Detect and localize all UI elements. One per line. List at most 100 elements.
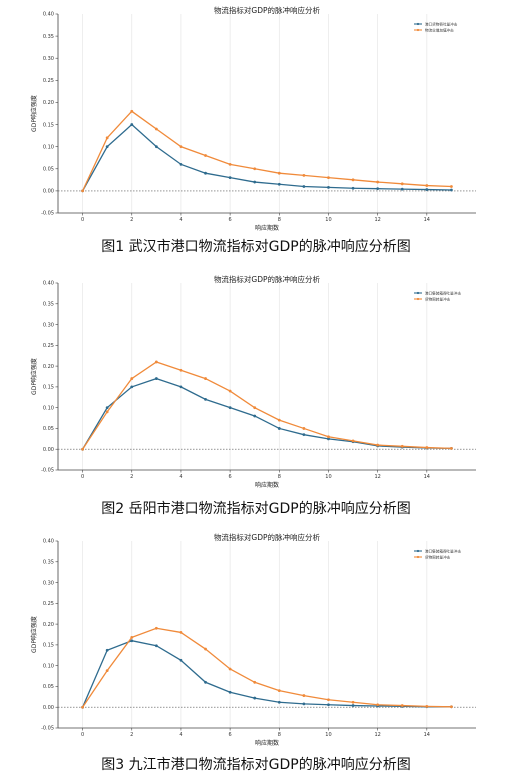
chart-1-xtick-label: 10 bbox=[325, 217, 331, 223]
chart-3-legend-label: 港口集装箱吞吐量冲击 bbox=[425, 548, 461, 553]
chart-2-xtick-label: 14 bbox=[424, 474, 430, 480]
chart-1-series-2-line bbox=[81, 110, 452, 192]
chart-2-ylabel: GDP响应强度 bbox=[30, 358, 38, 395]
chart-1-ytick-label: 0.05 bbox=[43, 166, 54, 172]
chart-3-series-2-point bbox=[302, 694, 306, 697]
chart-2-series-2-point bbox=[327, 435, 330, 439]
chart-2-series-1-line bbox=[82, 377, 452, 450]
chart-3-series-2-point bbox=[327, 698, 330, 702]
chart-3-ytick-label: 0.05 bbox=[43, 684, 54, 690]
chart-1-xtick-label: 4 bbox=[179, 217, 182, 223]
chart-2-legend-marker bbox=[416, 291, 420, 295]
chart-2-ytick-label: 0.05 bbox=[43, 426, 54, 432]
chart-3-series-2-point bbox=[204, 647, 207, 651]
chart-2-series-2-point bbox=[204, 377, 207, 380]
chart-1-ytick-label: 0.30 bbox=[43, 56, 54, 62]
chart-3-legend-marker bbox=[416, 555, 420, 559]
chart-3-series-2-point bbox=[81, 705, 84, 709]
chart-2-series-2-point bbox=[376, 443, 380, 447]
chart-2-series-1-point bbox=[204, 397, 207, 401]
chart-2-xtick-label: 12 bbox=[374, 474, 380, 480]
chart-1-series-2-point bbox=[425, 184, 429, 187]
chart-2-svg: 0 2 4 6 8 10 12 14 -0.05 0.00 0.05 0.10 0.15 0.20 0.25… bbox=[30, 274, 476, 489]
chart-3-series-2-point bbox=[253, 680, 257, 684]
chart-3-svg: 0 2 4 6 8 10 12 14 -0.05 0.00 0.05 0.10 0.15 0.20 0.25… bbox=[30, 532, 476, 747]
chart-2-series-2-line bbox=[82, 361, 452, 450]
chart-3-series-2-point bbox=[154, 626, 158, 630]
chart-1-xtick-label: 6 bbox=[229, 217, 232, 223]
chart-2-series-2-point bbox=[130, 377, 134, 380]
chart-1-series-1-point bbox=[376, 187, 380, 191]
chart-3-ylabel: GDP响应强度 bbox=[30, 616, 38, 653]
chart-1-series-2-point bbox=[179, 145, 183, 149]
chart-2-series-2-point bbox=[253, 406, 257, 410]
chart-2-xtick-label: 6 bbox=[229, 474, 232, 480]
chart-1-series-1-point bbox=[277, 182, 281, 186]
chart-3-series-1-point bbox=[327, 703, 330, 707]
chart-2-series-2-point bbox=[154, 360, 158, 364]
chart-3-ytick-label: 0.40 bbox=[43, 539, 54, 545]
chart-2-ytick-label: 0.35 bbox=[43, 301, 54, 307]
chart-3-series-2-line bbox=[82, 627, 452, 708]
chart-1-series-1-point bbox=[130, 123, 134, 126]
chart-3-series-2-point bbox=[179, 631, 183, 634]
chart-1-ytick-label: 0.15 bbox=[43, 122, 54, 128]
chart-panel-1: 0 2 4 6 8 10 12 14 -0.05 0.00 0.05 0.10 0.15 0.20 0.25… bbox=[0, 0, 512, 262]
chart-2-series-2-point bbox=[351, 439, 355, 443]
chart-panel-2: 0 2 4 6 8 10 12 14 -0.05 0.00 0.05 0.10 0.15 0.20 0.25… bbox=[0, 262, 512, 524]
chart-1-series-1-point bbox=[179, 162, 183, 166]
chart-3-series-2-point bbox=[277, 689, 281, 692]
chart-2-series-1-point bbox=[130, 385, 134, 389]
chart-3-legend-marker bbox=[416, 549, 420, 553]
chart-1-series-2-point bbox=[228, 162, 232, 166]
chart-1-series-1-line bbox=[82, 123, 452, 192]
chart-3-ytick-label: 0.20 bbox=[43, 622, 54, 628]
chart-1-legend-label: 港口货物吞吐量冲击 bbox=[425, 21, 458, 26]
chart-1-legend-marker bbox=[416, 22, 420, 26]
chart-1-ytick-label: 0.25 bbox=[43, 78, 54, 84]
chart-1-series-1-point bbox=[204, 171, 207, 175]
chart-2-series-1-point bbox=[253, 414, 257, 418]
chart-3-series-1-point bbox=[351, 704, 355, 707]
chart-1-ylabel: GDP响应强度 bbox=[30, 95, 38, 132]
chart-1-series-1-point bbox=[425, 188, 429, 191]
chart-1-series-1-point bbox=[105, 145, 109, 149]
chart-3-series-2-point bbox=[376, 703, 380, 707]
chart-3-series-1-line bbox=[81, 640, 452, 708]
chart-1-series-2-point bbox=[154, 127, 158, 131]
chart-1-xtick-label: 0 bbox=[81, 217, 84, 223]
chart-3-xtick-label: 12 bbox=[374, 732, 380, 738]
chart-1-svg: 0 2 4 6 8 10 12 14 -0.05 0.00 0.05 0.10 0.15 0.20 0.25… bbox=[30, 5, 476, 232]
chart-1-xtick-label: 12 bbox=[374, 217, 380, 223]
chart-2-series-2-point bbox=[302, 427, 306, 430]
chart-1-series-2-point bbox=[376, 180, 380, 184]
chart-3-series-1-point bbox=[204, 680, 207, 684]
chart-2-series-2-point bbox=[450, 446, 453, 450]
chart-2-series-1-point bbox=[327, 437, 330, 441]
chart-2-xtick-label: 8 bbox=[278, 474, 281, 480]
chart-1-ytick-label: 0.40 bbox=[43, 12, 54, 18]
chart-1-xlabel: 响应期数 bbox=[255, 224, 279, 232]
chart-3-series-1-point bbox=[302, 702, 306, 706]
chart-1-series-2-point bbox=[204, 154, 207, 157]
chart-2-series-1-point bbox=[154, 377, 158, 380]
chart-1-ytick-label: 0.35 bbox=[43, 34, 54, 40]
chart-1-series-1-point bbox=[450, 188, 453, 192]
chart-3-series-2-point bbox=[105, 669, 109, 673]
chart-1-series-1-point bbox=[351, 186, 355, 190]
chart-panel-3: 0 2 4 6 8 10 12 14 -0.05 0.00 0.05 0.10 0.15 0.20 0.25… bbox=[0, 524, 512, 780]
chart-2-ytick-label: 0.40 bbox=[43, 281, 54, 287]
caption-3: 图3 九江市港口物流指标对GDP的脉冲响应分析图 bbox=[101, 757, 411, 773]
chart-1-xtick-label: 14 bbox=[424, 217, 430, 223]
caption-1: 图1 武汉市港口物流指标对GDP的脉冲响应分析图 bbox=[101, 239, 411, 255]
chart-1-ytick-label: -0.05 bbox=[41, 211, 54, 217]
chart-3-series-1-point bbox=[228, 690, 232, 694]
chart-3-ytick-label: 0.25 bbox=[43, 601, 54, 607]
chart-1-ytick-label: 0.00 bbox=[43, 189, 54, 195]
chart-1-series-2-point bbox=[450, 185, 453, 188]
chart-2-ytick-label: 0.00 bbox=[43, 447, 54, 453]
chart-1-series-1-point bbox=[253, 180, 257, 184]
chart-2-xlabel: 响应期数 bbox=[255, 481, 279, 489]
chart-1-ytick-label: 0.10 bbox=[43, 144, 54, 150]
chart-1-title: 物流指标对GDP的脉冲响应分析 bbox=[214, 5, 321, 15]
